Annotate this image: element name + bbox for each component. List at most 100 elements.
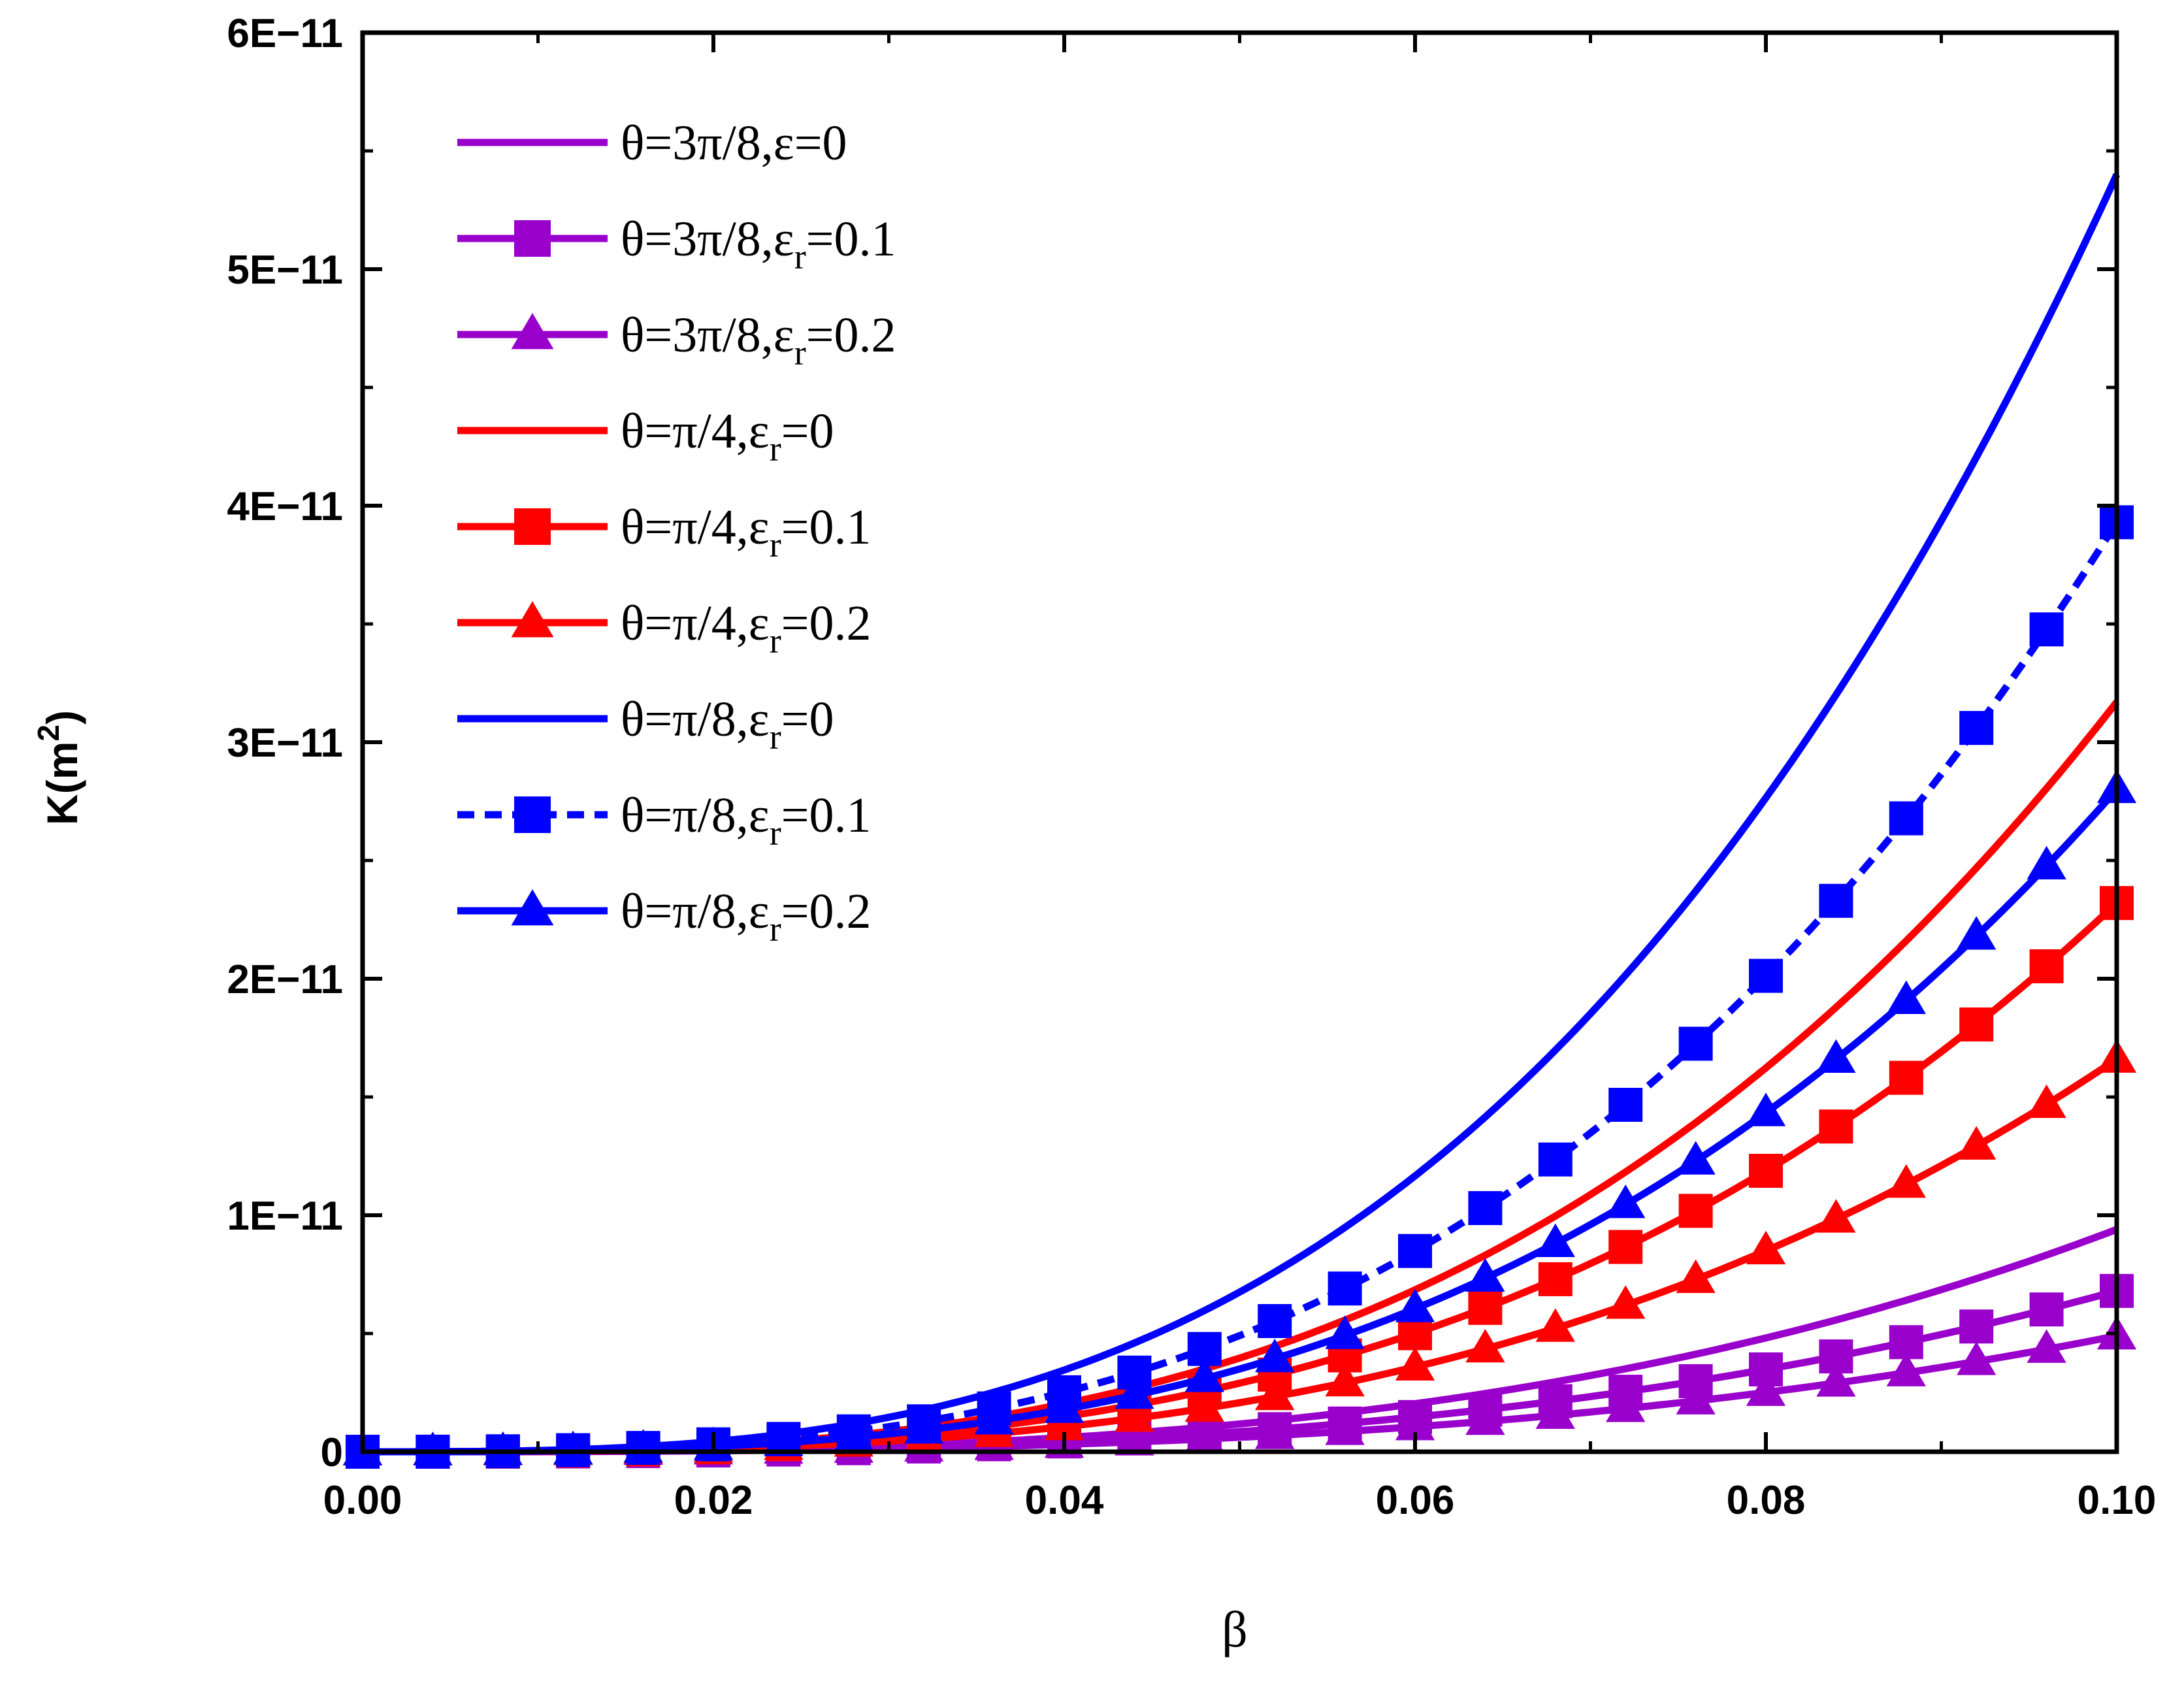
data-point-marker: [553, 1430, 593, 1464]
legend-label: θ=π/8,εr=0: [621, 692, 834, 757]
legend-item: θ=π/4,εr=0.2: [457, 596, 872, 661]
legend-label: θ=3π/8,ε=0: [621, 116, 847, 171]
data-point-marker: [1395, 1288, 1435, 1322]
data-point-marker: [1535, 1395, 1575, 1429]
data-point-marker: [1678, 1026, 1713, 1061]
data-point-marker: [1959, 1007, 1994, 1042]
legend-label-theta: θ=π/4,: [621, 596, 749, 651]
legend-label: θ=3π/8,εr=0.2: [621, 308, 896, 372]
data-point-marker: [1957, 1126, 1997, 1160]
x-tick-label: 0.02: [674, 1478, 753, 1523]
legend-label-theta: θ=π/4,: [621, 500, 749, 555]
legend-label-eps: ε: [749, 788, 770, 843]
y-tick-label: 0: [321, 1430, 343, 1475]
y-tick-label: 5E−11: [227, 248, 343, 293]
legend-label-theta: θ=3π/8,: [621, 212, 774, 267]
legend-item: θ=π/4,εr=0: [457, 404, 834, 468]
legend-label-eps: ε: [774, 212, 794, 267]
data-point-marker: [1465, 1401, 1505, 1435]
data-point-marker: [1044, 1389, 1084, 1423]
data-point-marker: [1819, 883, 1853, 918]
data-point-marker: [1676, 1141, 1716, 1175]
data-point-marker: [1115, 1422, 1154, 1456]
data-point-marker: [1465, 1328, 1505, 1363]
data-point-marker: [1115, 1375, 1154, 1409]
data-point-marker: [1957, 916, 1997, 950]
data-point-marker: [413, 1431, 453, 1465]
data-point-marker: [1886, 980, 1926, 1015]
x-tick-label: 0.04: [1025, 1478, 1104, 1523]
legend-label: θ=3π/8,εr=0.1: [621, 212, 896, 276]
data-point-marker: [974, 1401, 1014, 1435]
legend-label-sub: r: [770, 429, 781, 468]
legend-label-theta: θ=π/8,: [621, 788, 749, 843]
legend-item: θ=π/4,εr=0.1: [457, 500, 872, 564]
data-point-marker: [1184, 1358, 1224, 1392]
legend-label-eps: ε: [774, 116, 794, 171]
data-point-marker: [1255, 1338, 1295, 1373]
legend-label-value: =0: [781, 692, 834, 747]
x-tick-label: 0.08: [1727, 1478, 1806, 1523]
data-point-marker: [1535, 1223, 1575, 1258]
data-point-marker: [2029, 949, 2064, 983]
data-point-marker: [1325, 1411, 1365, 1445]
legend-label-eps: ε: [749, 596, 770, 651]
legend-item: θ=π/8,εr=0.2: [457, 884, 872, 949]
legend-label-eps: ε: [749, 404, 770, 459]
legend-label-eps: ε: [749, 884, 770, 939]
data-point-marker: [1468, 1191, 1503, 1226]
data-point-marker: [1746, 1092, 1786, 1126]
legend-label-sub: r: [770, 909, 781, 949]
data-point-marker: [1258, 1303, 1292, 1338]
legend-swatch-marker: [514, 508, 551, 545]
data-point-marker: [2029, 1292, 2064, 1327]
legend-label-eps: ε: [774, 308, 794, 363]
data-point-marker: [2029, 612, 2064, 647]
legend-label-sub: r: [770, 813, 781, 853]
legend-label-theta: θ=3π/8,: [621, 308, 774, 363]
y-axis-label-base: K(m: [38, 742, 86, 825]
data-point-marker: [1044, 1406, 1084, 1441]
series-line: [363, 520, 2120, 1456]
data-point-marker: [1184, 1418, 1224, 1453]
data-point-marker: [1255, 1415, 1295, 1449]
legend-label-theta: θ=π/8,: [621, 884, 749, 939]
series-line: [363, 1226, 2118, 1456]
data-point-marker: [1676, 1259, 1716, 1293]
data-point-marker: [1886, 1352, 1926, 1386]
series-8: [343, 769, 2136, 1465]
legend-label: θ=π/4,εr=0.1: [621, 500, 872, 564]
y-axis-label-sup: 2: [31, 725, 65, 742]
legend-item: θ=π/8,εr=0: [457, 692, 834, 757]
data-point-marker: [623, 1429, 663, 1463]
data-point-marker: [1678, 1194, 1713, 1228]
data-point-marker: [483, 1431, 523, 1465]
data-point-marker: [1398, 1234, 1432, 1268]
series-layer: [343, 172, 2136, 1469]
legend-label: θ=π/8,εr=0.1: [621, 788, 872, 853]
data-point-marker: [1115, 1398, 1154, 1432]
data-point-marker: [1886, 1164, 1926, 1198]
data-point-marker: [1816, 1363, 1856, 1397]
data-point-marker: [1749, 1154, 1783, 1188]
legend-label-value: =0.1: [806, 212, 896, 267]
data-point-marker: [1538, 1142, 1573, 1177]
legend-label: θ=π/8,εr=0.2: [621, 884, 872, 949]
legend-label-theta: θ=π/4,: [621, 404, 749, 459]
data-point-marker: [834, 1417, 873, 1451]
data-point-marker: [1606, 1285, 1646, 1319]
y-tick-label: 6E−11: [227, 11, 343, 56]
data-point-marker: [2027, 845, 2066, 879]
legend-label-sub: r: [794, 333, 806, 372]
legend-label-value: =0: [781, 404, 834, 459]
legend-label-sub: r: [770, 717, 781, 757]
legend-label: θ=π/4,εr=0.2: [621, 596, 872, 661]
data-point-marker: [1538, 1262, 1573, 1296]
data-point-marker: [1889, 1060, 1923, 1095]
legend-item: θ=3π/8,εr=0.1: [457, 212, 896, 276]
series-0: [363, 1226, 2118, 1456]
legend-swatch-marker: [511, 313, 554, 350]
y-tick-label: 2E−11: [227, 957, 343, 1002]
x-tick-label: 0.10: [2078, 1478, 2157, 1523]
